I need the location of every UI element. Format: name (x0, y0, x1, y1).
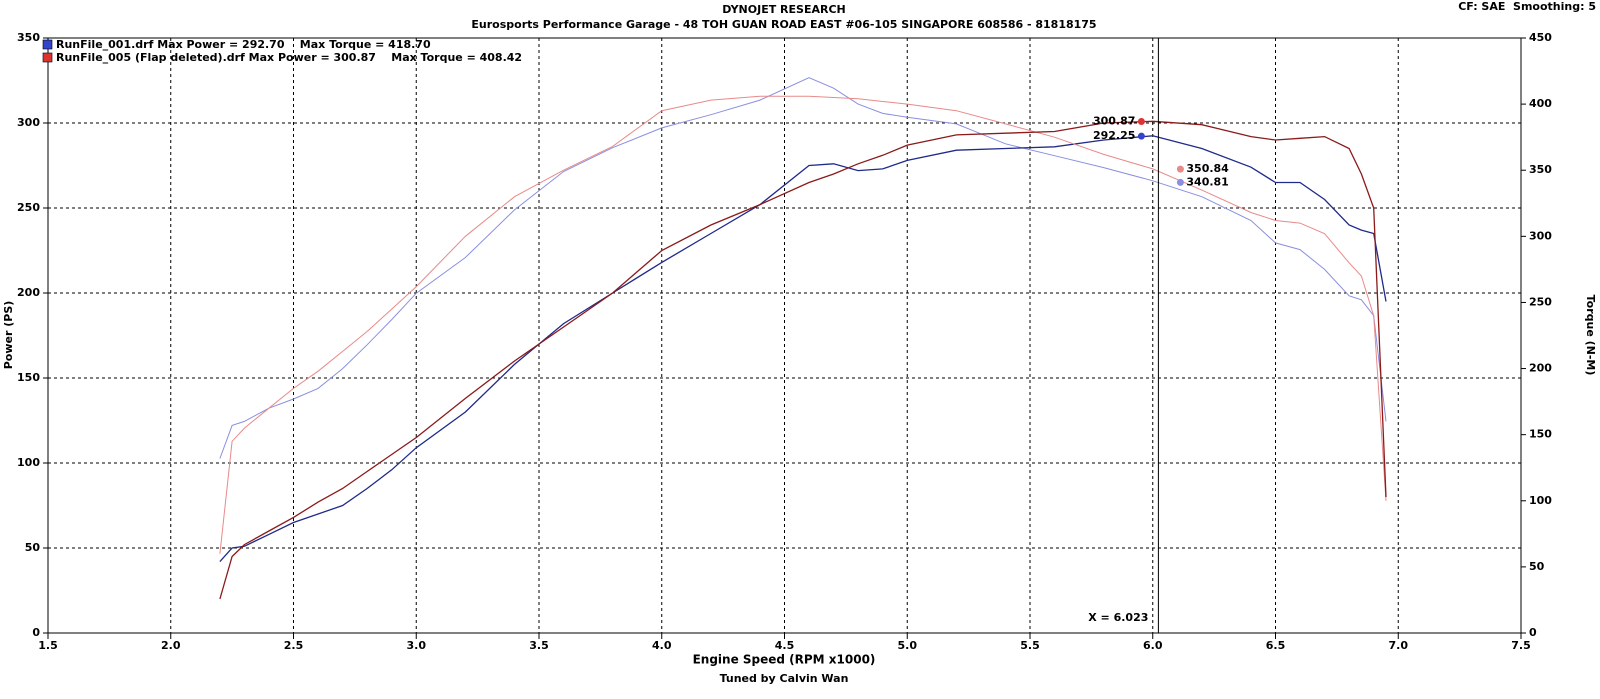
y2-tick-label: 200 (1529, 362, 1552, 375)
y-tick-label: 350 (17, 31, 40, 44)
chart-subtitle: Eurosports Performance Garage - 48 TOH G… (471, 18, 1096, 31)
x-tick-label: 2.0 (161, 639, 181, 652)
y2-tick-label: 250 (1529, 295, 1552, 308)
x-axis-title: Engine Speed (RPM x1000) (693, 653, 876, 667)
y-tick-label: 0 (32, 626, 40, 639)
cursor-value-label: 350.84 (1186, 162, 1229, 175)
cursor-label: X = 6.023 (1088, 611, 1148, 624)
x-tick-label: 5.5 (1020, 639, 1040, 652)
y2-tick-label: 400 (1529, 97, 1552, 110)
y2-tick-label: 100 (1529, 494, 1552, 507)
y-axis-title: Power (PS) (2, 301, 15, 370)
legend-label: RunFile_005 (Flap deleted).drf Max Power… (56, 51, 522, 64)
y2-tick-label: 300 (1529, 229, 1552, 242)
cursor-point (1176, 178, 1184, 186)
y2-tick-label: 450 (1529, 31, 1552, 44)
cursor-value-label: 300.87 (1093, 115, 1135, 128)
cursor-value-label: 292.25 (1093, 129, 1135, 142)
settings-label: CF: SAE Smoothing: 5 (1458, 0, 1596, 13)
x-tick-label: 4.5 (775, 639, 795, 652)
y-tick-label: 300 (17, 116, 40, 129)
cursor-value-label: 340.81 (1186, 175, 1228, 188)
legend-label: RunFile_001.drf Max Power = 292.70 Max T… (56, 38, 431, 51)
y-tick-label: 150 (17, 371, 40, 384)
y2-tick-label: 350 (1529, 163, 1552, 176)
power-line (219, 135, 1387, 563)
plot-area (47, 37, 1522, 634)
x-tick-label: 7.5 (1511, 639, 1531, 652)
y-tick-label: 250 (17, 201, 40, 214)
torque-line (219, 95, 1387, 554)
x-tick-label: 1.5 (38, 639, 58, 652)
chart-title: DYNOJET RESEARCH (722, 3, 845, 16)
x-tick-label: 6.0 (1143, 639, 1163, 652)
power-line (219, 120, 1387, 600)
x-tick-label: 3.0 (407, 639, 427, 652)
y-tick-label: 100 (17, 456, 40, 469)
x-tick-label: 5.0 (898, 639, 918, 652)
x-tick-label: 4.0 (652, 639, 672, 652)
y-tick-label: 200 (17, 286, 40, 299)
plot-layer: 1.5 2.0 2.5 3.0 3.5 4.0 4.5 5.0 5.5 6.0 6.5 7.0 7.50… (17, 31, 1552, 652)
y-tick-label: 50 (25, 541, 41, 554)
legend-swatch (42, 52, 53, 63)
y2-axis-title: Torque (N-M) (1584, 295, 1597, 376)
footer: Tuned by Calvin Wan (720, 672, 849, 685)
cursor-point (1137, 132, 1145, 140)
x-tick-label: 3.5 (529, 639, 549, 652)
x-tick-label: 2.5 (284, 639, 304, 652)
legend-swatch (42, 39, 53, 50)
y2-tick-label: 0 (1529, 626, 1537, 639)
torque-line (219, 77, 1387, 459)
cursor-point (1176, 165, 1184, 173)
y2-tick-label: 150 (1529, 428, 1552, 441)
cursor-point (1137, 118, 1145, 126)
y2-tick-label: 50 (1529, 560, 1545, 573)
x-tick-label: 6.5 (1266, 639, 1286, 652)
x-tick-label: 7.0 (1389, 639, 1409, 652)
